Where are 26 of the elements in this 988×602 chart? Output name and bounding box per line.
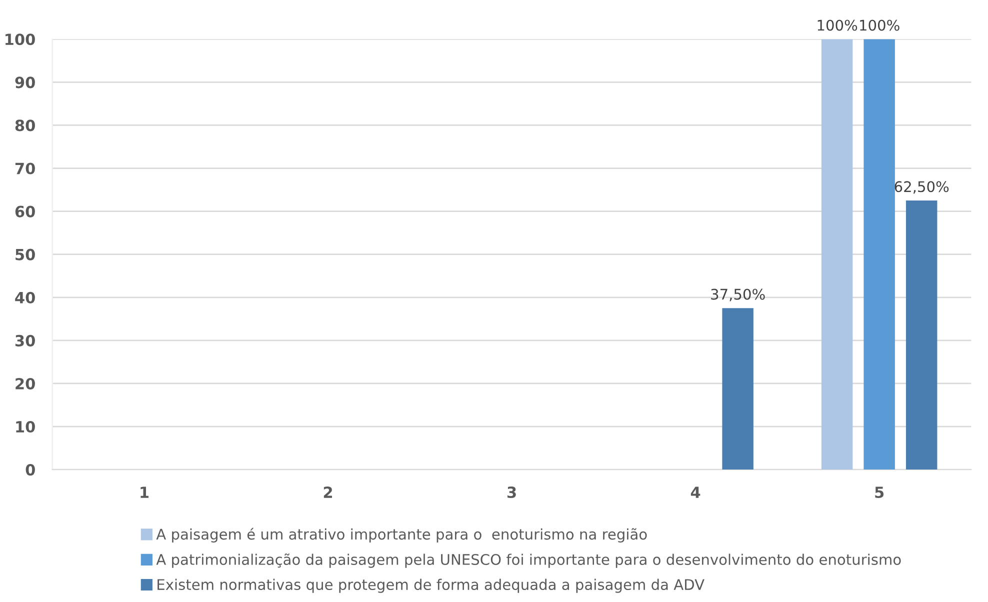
data-label: 37,50% xyxy=(711,288,765,302)
legend-label: A paisagem é um atrativo importante para o enoturismo na região xyxy=(156,528,647,543)
x-tick-label: 3 xyxy=(507,486,516,498)
data-label: 100% xyxy=(818,20,858,31)
x-tick-label: 4 xyxy=(690,486,700,498)
y-tick-label: 20 xyxy=(16,378,35,390)
data-label: 100% xyxy=(860,20,900,31)
bar xyxy=(906,200,938,470)
y-tick-label: 10 xyxy=(16,420,35,433)
y-tick-label: 90 xyxy=(15,76,35,88)
bar xyxy=(821,39,853,470)
x-tick-label: 5 xyxy=(875,486,884,498)
y-tick-label: 30 xyxy=(15,334,35,346)
x-tick-label: 2 xyxy=(324,486,332,498)
y-tick-label: 80 xyxy=(15,120,35,132)
legend-label: A patrimonialização da paisagem pela UNESCO foi importante para o desenvolvimento do enoturismo xyxy=(156,553,901,568)
bar xyxy=(864,39,895,470)
y-tick-label: 40 xyxy=(15,292,35,304)
y-tick-label: 0 xyxy=(26,464,35,476)
x-tick-label: 1 xyxy=(140,486,149,498)
y-tick-label: 70 xyxy=(15,162,35,174)
y-tick-label: 100 xyxy=(6,34,35,46)
bar xyxy=(722,308,754,470)
legend-label: Existem normativas que protegem de forma adequada a paisagem da ADV xyxy=(158,578,704,593)
y-tick-label: 50 xyxy=(16,248,35,260)
y-tick-label: 60 xyxy=(15,206,35,218)
